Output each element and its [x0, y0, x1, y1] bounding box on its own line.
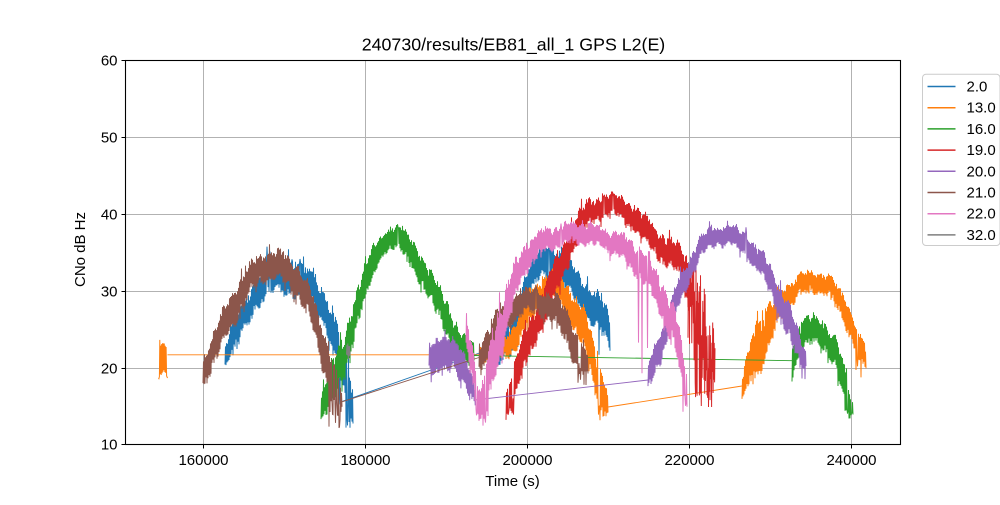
svg-text:30: 30 [101, 284, 118, 301]
svg-text:20.0: 20.0 [967, 163, 996, 180]
svg-text:200000: 200000 [502, 452, 552, 469]
svg-text:240730/results/EB81_all_1 GPS: 240730/results/EB81_all_1 GPS L2(E) [362, 35, 665, 56]
svg-text:220000: 220000 [664, 452, 714, 469]
svg-text:32.0: 32.0 [967, 227, 996, 244]
svg-text:2.0: 2.0 [967, 79, 988, 96]
svg-text:180000: 180000 [340, 452, 390, 469]
svg-text:13.0: 13.0 [967, 100, 996, 117]
svg-text:240000: 240000 [826, 452, 876, 469]
svg-text:22.0: 22.0 [967, 206, 996, 223]
svg-text:Time (s): Time (s) [485, 473, 539, 490]
svg-text:CNo dB Hz: CNo dB Hz [72, 212, 89, 287]
svg-text:19.0: 19.0 [967, 142, 996, 159]
svg-text:40: 40 [101, 207, 118, 224]
svg-text:20: 20 [101, 361, 118, 378]
svg-text:50: 50 [101, 130, 118, 147]
svg-text:10: 10 [101, 437, 118, 454]
svg-text:160000: 160000 [178, 452, 228, 469]
svg-text:16.0: 16.0 [967, 121, 996, 138]
svg-text:21.0: 21.0 [967, 185, 996, 202]
svg-text:60: 60 [101, 53, 118, 70]
